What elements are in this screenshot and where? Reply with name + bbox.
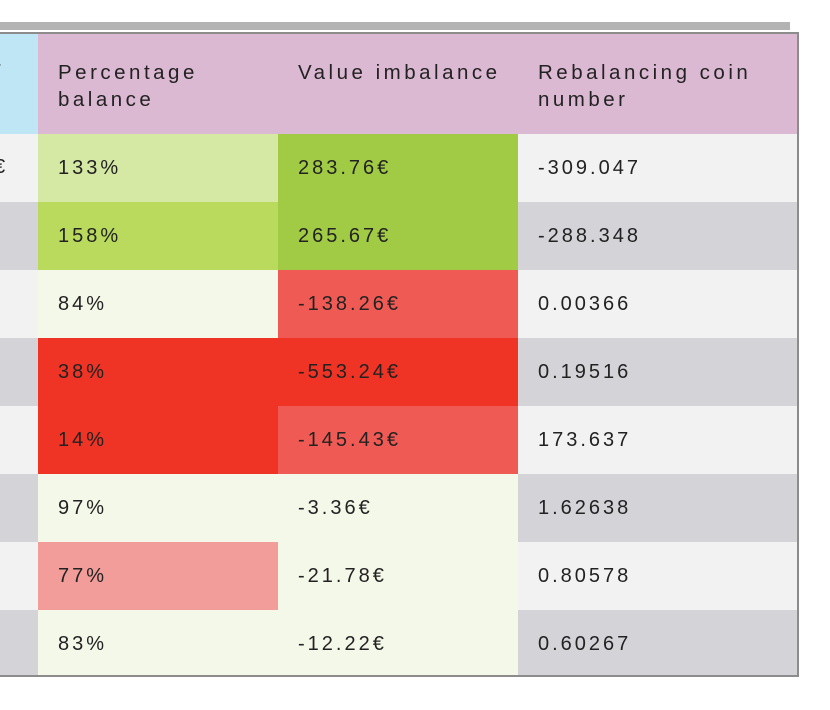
percentage-balance-cell: 38%	[38, 338, 278, 406]
prev-column-cell	[0, 202, 38, 270]
table-row: 84% -138.26€ 0.00366	[0, 270, 797, 338]
value-imbalance-cell: -145.43€	[278, 406, 518, 474]
value-imbalance-cell: 265.67€	[278, 202, 518, 270]
table-row: 14% -145.43€ 173.637	[0, 406, 797, 474]
prev-column-header: r	[0, 34, 38, 134]
table-row: 38% -553.24€ 0.19516	[0, 338, 797, 406]
prev-column-cell	[0, 406, 38, 474]
value-imbalance-cell: 283.76€	[278, 134, 518, 202]
prev-column-cell	[0, 474, 38, 542]
rebalancing-coin-number-cell: 0.00366	[518, 270, 797, 338]
prev-header-fragment: r	[0, 56, 4, 83]
percentage-balance-cell: 14%	[38, 406, 278, 474]
rebalancing-coin-number-cell: 1.62638	[518, 474, 797, 542]
data-table: r Percentage balance Value imbalance Reb…	[0, 32, 799, 677]
header-percentage-balance: Percentage balance	[38, 34, 278, 134]
value-imbalance-cell: -21.78€	[278, 542, 518, 610]
rebalancing-coin-number-cell: 0.60267	[518, 610, 797, 675]
prev-column-cell	[0, 338, 38, 406]
table-header-row: r Percentage balance Value imbalance Reb…	[0, 34, 797, 134]
table-row: 83% -12.22€ 0.60267	[0, 610, 797, 675]
prev-column-cell	[0, 610, 38, 675]
percentage-balance-cell: 83%	[38, 610, 278, 675]
header-rebalancing-coin-number: Rebalancing coin number	[518, 34, 797, 134]
rebalancing-coin-number-cell: 173.637	[518, 406, 797, 474]
value-imbalance-cell: -138.26€	[278, 270, 518, 338]
header-value-imbalance: Value imbalance	[278, 34, 518, 134]
table-row: 97% -3.36€ 1.62638	[0, 474, 797, 542]
percentage-balance-cell: 84%	[38, 270, 278, 338]
rebalancing-coin-number-cell: -309.047	[518, 134, 797, 202]
prev-column-cell	[0, 270, 38, 338]
prev-column-cell	[0, 542, 38, 610]
percentage-balance-cell: 133%	[38, 134, 278, 202]
percentage-balance-cell: 77%	[38, 542, 278, 610]
value-imbalance-cell: -12.22€	[278, 610, 518, 675]
table-row: €133%283.76€-309.047	[0, 134, 797, 202]
value-imbalance-cell: -3.36€	[278, 474, 518, 542]
rebalancing-coin-number-cell: 0.19516	[518, 338, 797, 406]
percentage-balance-cell: 158%	[38, 202, 278, 270]
rebalancing-coin-number-cell: 0.80578	[518, 542, 797, 610]
value-imbalance-cell: -553.24€	[278, 338, 518, 406]
table-row: 158% 265.67€ -288.348	[0, 202, 797, 270]
prev-column-cell: €	[0, 134, 38, 202]
table-row: 77% -21.78€ 0.80578	[0, 542, 797, 610]
rebalancing-coin-number-cell: -288.348	[518, 202, 797, 270]
percentage-balance-cell: 97%	[38, 474, 278, 542]
table-top-shadow	[0, 22, 790, 30]
prev-cell-fragment: €	[0, 156, 8, 179]
